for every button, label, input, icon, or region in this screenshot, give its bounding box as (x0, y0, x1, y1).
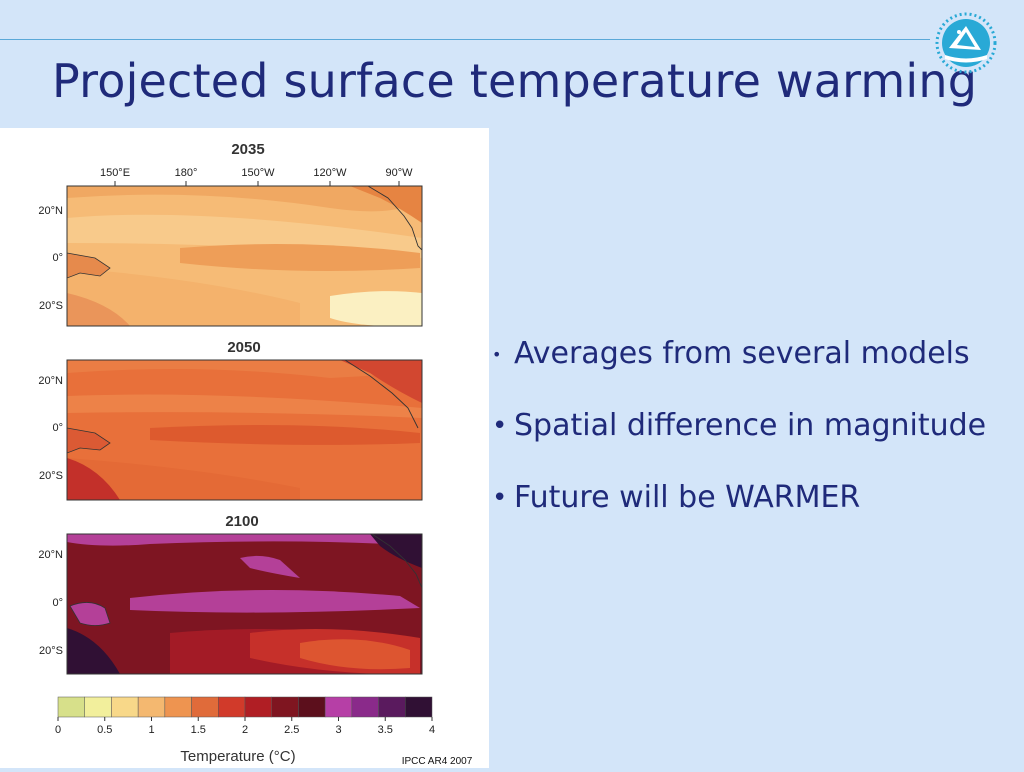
lat-tick-label: 0° (52, 422, 63, 434)
lat-tick-label: 20°N (38, 205, 63, 217)
lat-axis: 20°N 0° 20°S (38, 375, 63, 482)
header-divider (0, 39, 930, 40)
colorbar-tick-label: 0.5 (97, 724, 112, 736)
colorbar-swatch (271, 696, 299, 718)
temperature-maps: 2035 150°E 180° 150°W 120°W 90°W (38, 141, 473, 767)
bullet-item: • Future will be WARMER (492, 474, 986, 522)
colorbar-title: Temperature (°C) (180, 748, 295, 765)
colorbar-swatch (351, 696, 379, 718)
bullet-item: • Spatial difference in magnitude (492, 402, 986, 450)
bullet-dot: • (492, 483, 508, 513)
colorbar-swatch (57, 696, 85, 718)
map-2050 (67, 360, 422, 500)
colorbar-tick-label: 2 (242, 724, 248, 736)
lon-tick-label: 120°W (313, 167, 347, 179)
bullet-list: • Averages from several models • Spatial d… (492, 330, 986, 522)
colorbar-swatch (378, 696, 406, 718)
slide-title: Projected surface temperature warming (52, 54, 978, 108)
lat-axis: 20°N 0° 20°S (38, 549, 63, 657)
colorbar-swatch (244, 696, 272, 718)
colorbar-swatch (218, 696, 246, 718)
panel-year: 2035 (231, 141, 264, 158)
bullet-text: Spatial difference in magnitude (514, 408, 987, 443)
bullet-text: Averages from several models (514, 336, 970, 371)
lon-tick-label: 180° (175, 167, 198, 179)
colorbar-swatch (111, 696, 139, 718)
colorbar-swatch (298, 696, 326, 718)
colorbar-swatch (164, 696, 192, 718)
lat-tick-label: 0° (52, 597, 63, 609)
lat-axis: 20°N 0° 20°S (38, 205, 63, 312)
bullet-text: Future will be WARMER (514, 480, 861, 515)
lat-tick-label: 20°S (39, 645, 63, 657)
colorbar-swatch (84, 696, 112, 718)
lon-tick-label: 90°W (385, 167, 413, 179)
figure-source: IPCC AR4 2007 (402, 756, 473, 767)
lat-tick-label: 20°S (39, 300, 63, 312)
colorbar-tick-label: 4 (429, 724, 435, 736)
lat-tick-label: 0° (52, 252, 63, 264)
map-2100 (67, 534, 422, 674)
colorbar-tick-label: 0 (55, 724, 61, 736)
colorbar-swatch (137, 696, 166, 718)
colorbar-swatch (405, 696, 433, 718)
colorbar-swatch (191, 696, 219, 718)
panel-year: 2050 (227, 339, 260, 356)
sail-logo-icon (935, 12, 997, 74)
bullet-dot: • (492, 411, 508, 441)
colorbar-tick-label: 3 (335, 724, 341, 736)
panel-year: 2100 (225, 513, 258, 530)
lon-tick-label: 150°W (241, 167, 275, 179)
temperature-figure: 2035 150°E 180° 150°W 120°W 90°W (0, 128, 489, 768)
colorbar-tick-label: 2.5 (284, 724, 299, 736)
lat-tick-label: 20°N (38, 375, 63, 387)
colorbar (57, 696, 433, 721)
colorbar-swatch (324, 696, 353, 718)
colorbar-labels: 0 0.5 1 1.5 2 2.5 3 3.5 4 (55, 724, 435, 736)
colorbar-tick-label: 3.5 (378, 724, 393, 736)
bullet-item: • Averages from several models (492, 330, 986, 378)
lon-axis: 150°E 180° 150°W 120°W 90°W (100, 167, 413, 179)
lat-tick-label: 20°S (39, 470, 63, 482)
bullet-dot: • (492, 345, 502, 364)
colorbar-tick-label: 1.5 (191, 724, 206, 736)
map-2035 (67, 186, 422, 326)
lat-tick-label: 20°N (38, 549, 63, 561)
lon-tick-label: 150°E (100, 167, 130, 179)
colorbar-tick-label: 1 (148, 724, 154, 736)
